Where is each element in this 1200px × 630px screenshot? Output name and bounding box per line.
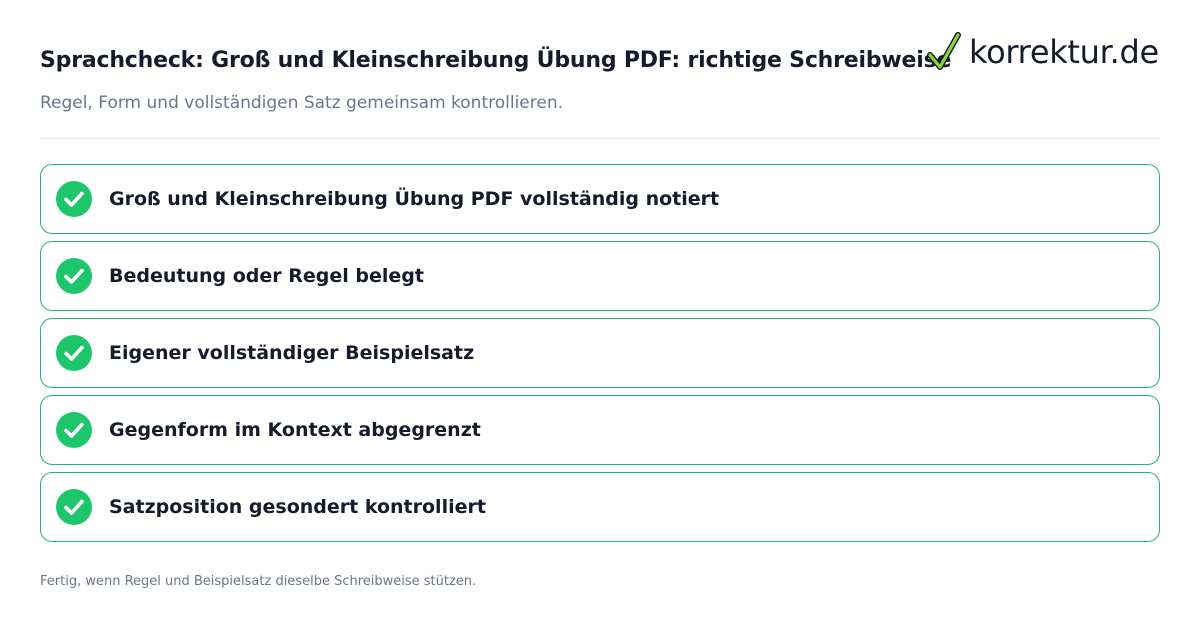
check-circle-icon [56, 335, 92, 371]
checklist-item-label: Eigener vollständiger Beispielsatz [109, 342, 475, 364]
page-subtitle: Regel, Form und vollständigen Satz gemei… [40, 93, 564, 113]
checklist-item: Gegenform im Kontext abgegrenzt [40, 395, 1160, 465]
check-circle-icon [56, 489, 92, 525]
checklist-item: Satzposition gesondert kontrolliert [40, 472, 1160, 542]
check-circle-icon [56, 258, 92, 294]
page-title: Sprachcheck: Groß und Kleinschreibung Üb… [40, 48, 952, 73]
checklist-item: Eigener vollständiger Beispielsatz [40, 318, 1160, 388]
checklist: Groß und Kleinschreibung Übung PDF volls… [40, 164, 1160, 549]
checklist-item: Bedeutung oder Regel belegt [40, 241, 1160, 311]
checklist-item: Groß und Kleinschreibung Übung PDF volls… [40, 164, 1160, 234]
checklist-item-label: Gegenform im Kontext abgegrenzt [109, 419, 481, 441]
footer-note: Fertig, wenn Regel und Beispielsatz dies… [40, 574, 477, 589]
check-circle-icon [56, 412, 92, 448]
header: Sprachcheck: Groß und Kleinschreibung Üb… [40, 48, 952, 113]
checklist-item-label: Satzposition gesondert kontrolliert [109, 496, 486, 518]
header-divider [40, 138, 1160, 139]
brand-logo: korrektur.de [927, 30, 1159, 74]
checkmark-logo-icon [927, 32, 961, 70]
checklist-item-label: Groß und Kleinschreibung Übung PDF volls… [109, 188, 720, 210]
check-circle-icon [56, 181, 92, 217]
brand-name: korrektur.de [969, 33, 1159, 71]
checklist-item-label: Bedeutung oder Regel belegt [109, 265, 424, 287]
